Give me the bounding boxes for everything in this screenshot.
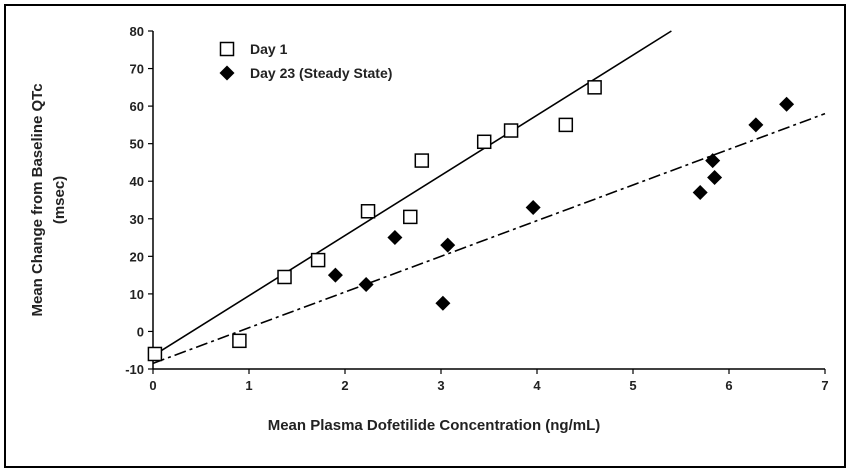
data-point-series-1 (476, 134, 492, 150)
x-tick-label: 7 (821, 378, 828, 393)
data-point-series-1 (147, 346, 163, 362)
y-tick-label: 40 (130, 174, 144, 189)
data-point-series-2 (387, 230, 403, 246)
legend-marker-series-2 (219, 65, 235, 81)
legend-label-series-2: Day 23 (Steady State) (250, 65, 392, 81)
y-axis-title-line2: (msec) (51, 176, 68, 224)
x-tick-label: 6 (725, 378, 732, 393)
y-tick-label: 70 (130, 62, 144, 77)
y-tick-label: 50 (130, 137, 144, 152)
data-point-series-1 (403, 209, 418, 225)
y-tick-label: 0 (137, 324, 144, 339)
y-axis-title-line1: Mean Change from Baseline QTc (29, 83, 46, 316)
data-point-series-2 (748, 117, 764, 133)
y-tick-label: 30 (130, 212, 144, 227)
data-point-series-2 (358, 277, 374, 292)
chart-frame (4, 4, 846, 468)
y-tick-labels: -10 0 10 20 30 40 50 60 70 80 (125, 24, 144, 377)
data-points (147, 80, 795, 362)
fit-lines (152, 30, 826, 365)
y-tick-label: -10 (125, 362, 144, 377)
legend-label-series-1: Day 1 (250, 41, 288, 57)
data-point-series-2 (525, 200, 541, 216)
data-point-series-2 (440, 237, 456, 253)
data-point-series-1 (558, 117, 574, 133)
data-point-series-1 (503, 123, 519, 138)
fit-line-series-1 (152, 30, 672, 357)
y-tick-label: 20 (130, 249, 144, 264)
x-tick-label: 2 (341, 378, 348, 393)
y-tick-label: 60 (130, 99, 144, 114)
x-tick-label: 4 (533, 378, 541, 393)
data-point-series-2 (779, 96, 795, 112)
data-point-series-1 (587, 80, 602, 95)
data-point-series-1 (414, 153, 430, 168)
data-point-series-1 (277, 269, 292, 285)
data-point-series-1 (232, 333, 247, 349)
data-point-series-1 (310, 252, 326, 268)
x-tick-labels: 0 1 2 3 4 5 6 7 (149, 378, 828, 393)
data-point-series-2 (705, 153, 721, 169)
x-tick-label: 0 (149, 378, 156, 393)
y-tick-label: 10 (130, 287, 144, 302)
data-point-series-2 (435, 295, 451, 311)
y-tick-label: 80 (130, 24, 144, 39)
data-point-series-2 (327, 267, 343, 283)
data-point-series-1 (360, 204, 376, 219)
legend: Day 1 Day 23 (Steady State) (219, 41, 392, 81)
legend-marker-series-1 (219, 41, 235, 57)
data-point-series-2 (692, 184, 708, 200)
x-tick-label: 1 (245, 378, 252, 393)
x-tick-label: 3 (437, 378, 444, 393)
x-axis-title: Mean Plasma Dofetilide Concentration (ng… (268, 417, 601, 434)
axes (148, 30, 826, 374)
x-tick-label: 5 (629, 378, 636, 393)
fit-line-series-2 (152, 112, 826, 365)
data-point-series-2 (707, 169, 723, 185)
